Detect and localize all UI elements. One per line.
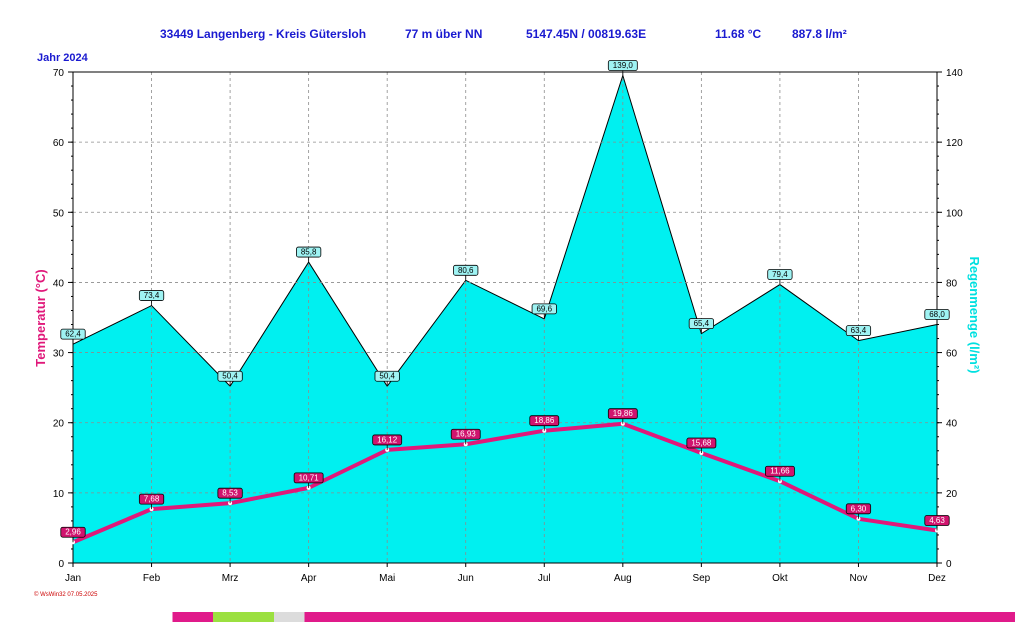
temperature-data-label: 8,53 bbox=[222, 489, 238, 498]
x-tick-label: Jan bbox=[65, 573, 81, 584]
rain-data-label: 50,4 bbox=[222, 372, 238, 381]
temperature-data-label: 19,86 bbox=[613, 409, 634, 418]
y-tick-label-left: 30 bbox=[53, 349, 65, 360]
rain-data-label-box bbox=[924, 309, 950, 320]
temperature-data-label-box bbox=[686, 437, 717, 449]
rain-data-label: 85,8 bbox=[301, 248, 317, 257]
y-tick-label-right: 120 bbox=[946, 138, 963, 149]
temperature-data-label-box bbox=[845, 503, 872, 515]
temperature-data-label: 10,71 bbox=[299, 473, 320, 482]
x-tick-label: Okt bbox=[772, 573, 788, 584]
station-name: 33449 Langenberg - Kreis Gütersloh bbox=[160, 27, 366, 41]
rain-data-label-box bbox=[296, 246, 322, 258]
rain-data-label: 69,6 bbox=[536, 304, 552, 313]
rain-data-label: 79,4 bbox=[772, 270, 788, 279]
rain-data-label: 63,4 bbox=[851, 326, 867, 335]
y-axis-title-rain: Regenmenge (l/m²) bbox=[967, 256, 982, 373]
rain-data-label-box bbox=[607, 60, 638, 71]
x-tick-label: Mrz bbox=[222, 573, 239, 584]
temperature-data-label: 6,30 bbox=[851, 504, 867, 513]
rain-data-label: 80,6 bbox=[458, 266, 474, 275]
y-tick-label-left: 0 bbox=[58, 559, 64, 570]
x-tick-label: Apr bbox=[301, 573, 317, 584]
temperature-data-label: 16,93 bbox=[456, 430, 477, 439]
coordinates-text: 5147.45N / 00819.63E bbox=[526, 27, 646, 41]
chart-title: Jahr 2024 bbox=[37, 52, 89, 64]
temperature-data-label-box bbox=[765, 465, 795, 477]
rain-outline bbox=[72, 73, 938, 388]
temperature-data-label-box bbox=[529, 415, 560, 427]
temperature-data-label-box bbox=[217, 487, 243, 499]
x-tick-label: Aug bbox=[614, 573, 632, 584]
temperature-data-label: 18,86 bbox=[534, 416, 555, 425]
x-tick-label: Jul bbox=[538, 573, 551, 584]
bottom-strip bbox=[0, 612, 1015, 622]
temperature-line-layer bbox=[71, 421, 939, 545]
temperature-data-label-box bbox=[372, 434, 403, 446]
rain-data-label: 68,0 bbox=[929, 310, 945, 319]
rain-area bbox=[73, 75, 937, 563]
temperature-data-label-box bbox=[924, 515, 950, 526]
rain-data-label-box bbox=[374, 370, 400, 382]
y-tick-label-right: 80 bbox=[946, 278, 958, 289]
temperature-data-label-box bbox=[607, 408, 638, 420]
temperature-data-label: 16,12 bbox=[377, 435, 398, 444]
rain-data-label: 139,0 bbox=[613, 61, 634, 70]
x-tick-label: Mai bbox=[379, 573, 395, 584]
y-tick-label-left: 60 bbox=[53, 138, 65, 149]
rain-data-label-box bbox=[688, 318, 714, 330]
x-tick-label: Sep bbox=[692, 573, 710, 584]
y-tick-label-left: 50 bbox=[53, 208, 65, 219]
temperature-data-label: 7,68 bbox=[144, 495, 160, 504]
y-tick-label-right: 40 bbox=[946, 419, 958, 430]
temperature-data-label: 11,66 bbox=[770, 467, 790, 476]
y-tick-label-right: 140 bbox=[946, 68, 963, 79]
total-rainfall: 887.8 l/m² bbox=[792, 27, 847, 41]
y-axis-title-temperature: Temperatur (°C) bbox=[33, 269, 48, 366]
rain-data-label: 65,4 bbox=[694, 319, 710, 328]
x-tick-label: Feb bbox=[143, 573, 161, 584]
rain-data-label-box bbox=[453, 264, 479, 276]
rain-data-label-box bbox=[767, 269, 793, 280]
rain-data-label-box bbox=[531, 303, 557, 315]
y-tick-label-left: 10 bbox=[53, 489, 65, 500]
x-tick-label: Jun bbox=[458, 573, 474, 584]
temperature-data-label: 15,68 bbox=[691, 439, 712, 448]
temperature-data-label-box bbox=[293, 472, 324, 484]
temperature-data-label-box bbox=[138, 493, 165, 505]
temperature-data-label: 4,63 bbox=[929, 516, 945, 525]
elevation-text: 77 m über NN bbox=[405, 27, 482, 41]
software-credit: © WsWin32 07.05.2025 bbox=[34, 591, 98, 598]
y-tick-label-left: 70 bbox=[53, 68, 65, 79]
rain-data-label-box bbox=[138, 290, 165, 301]
y-tick-label-left: 20 bbox=[53, 419, 65, 430]
y-tick-label-right: 0 bbox=[946, 559, 952, 570]
y-tick-label-right: 20 bbox=[946, 489, 958, 500]
rain-data-label: 50,4 bbox=[379, 372, 395, 381]
rain-data-label: 73,4 bbox=[144, 291, 160, 300]
mean-temperature: 11.68 °C bbox=[715, 27, 762, 41]
x-tick-label: Nov bbox=[850, 573, 868, 584]
data-labels-layer: 62,4 73,4 50,4 85,8 50,4 80,6 69,6 139,0 65,4 79,… bbox=[60, 60, 950, 543]
rain-area-layer bbox=[72, 73, 938, 563]
rain-data-label-box bbox=[845, 325, 872, 337]
temperature-data-label-box bbox=[450, 428, 481, 440]
x-tick-label: Dez bbox=[928, 573, 946, 584]
temperature-line bbox=[72, 421, 938, 545]
y-tick-label-right: 60 bbox=[946, 349, 958, 360]
temperature-data-label-box bbox=[60, 526, 86, 538]
y-tick-label-right: 100 bbox=[946, 208, 963, 219]
rain-data-label-box bbox=[60, 328, 86, 340]
rain-data-label: 62,4 bbox=[65, 330, 81, 339]
rain-data-label-box bbox=[217, 370, 243, 382]
y-tick-label-left: 40 bbox=[53, 278, 65, 289]
temperature-data-label: 2,96 bbox=[65, 528, 81, 537]
